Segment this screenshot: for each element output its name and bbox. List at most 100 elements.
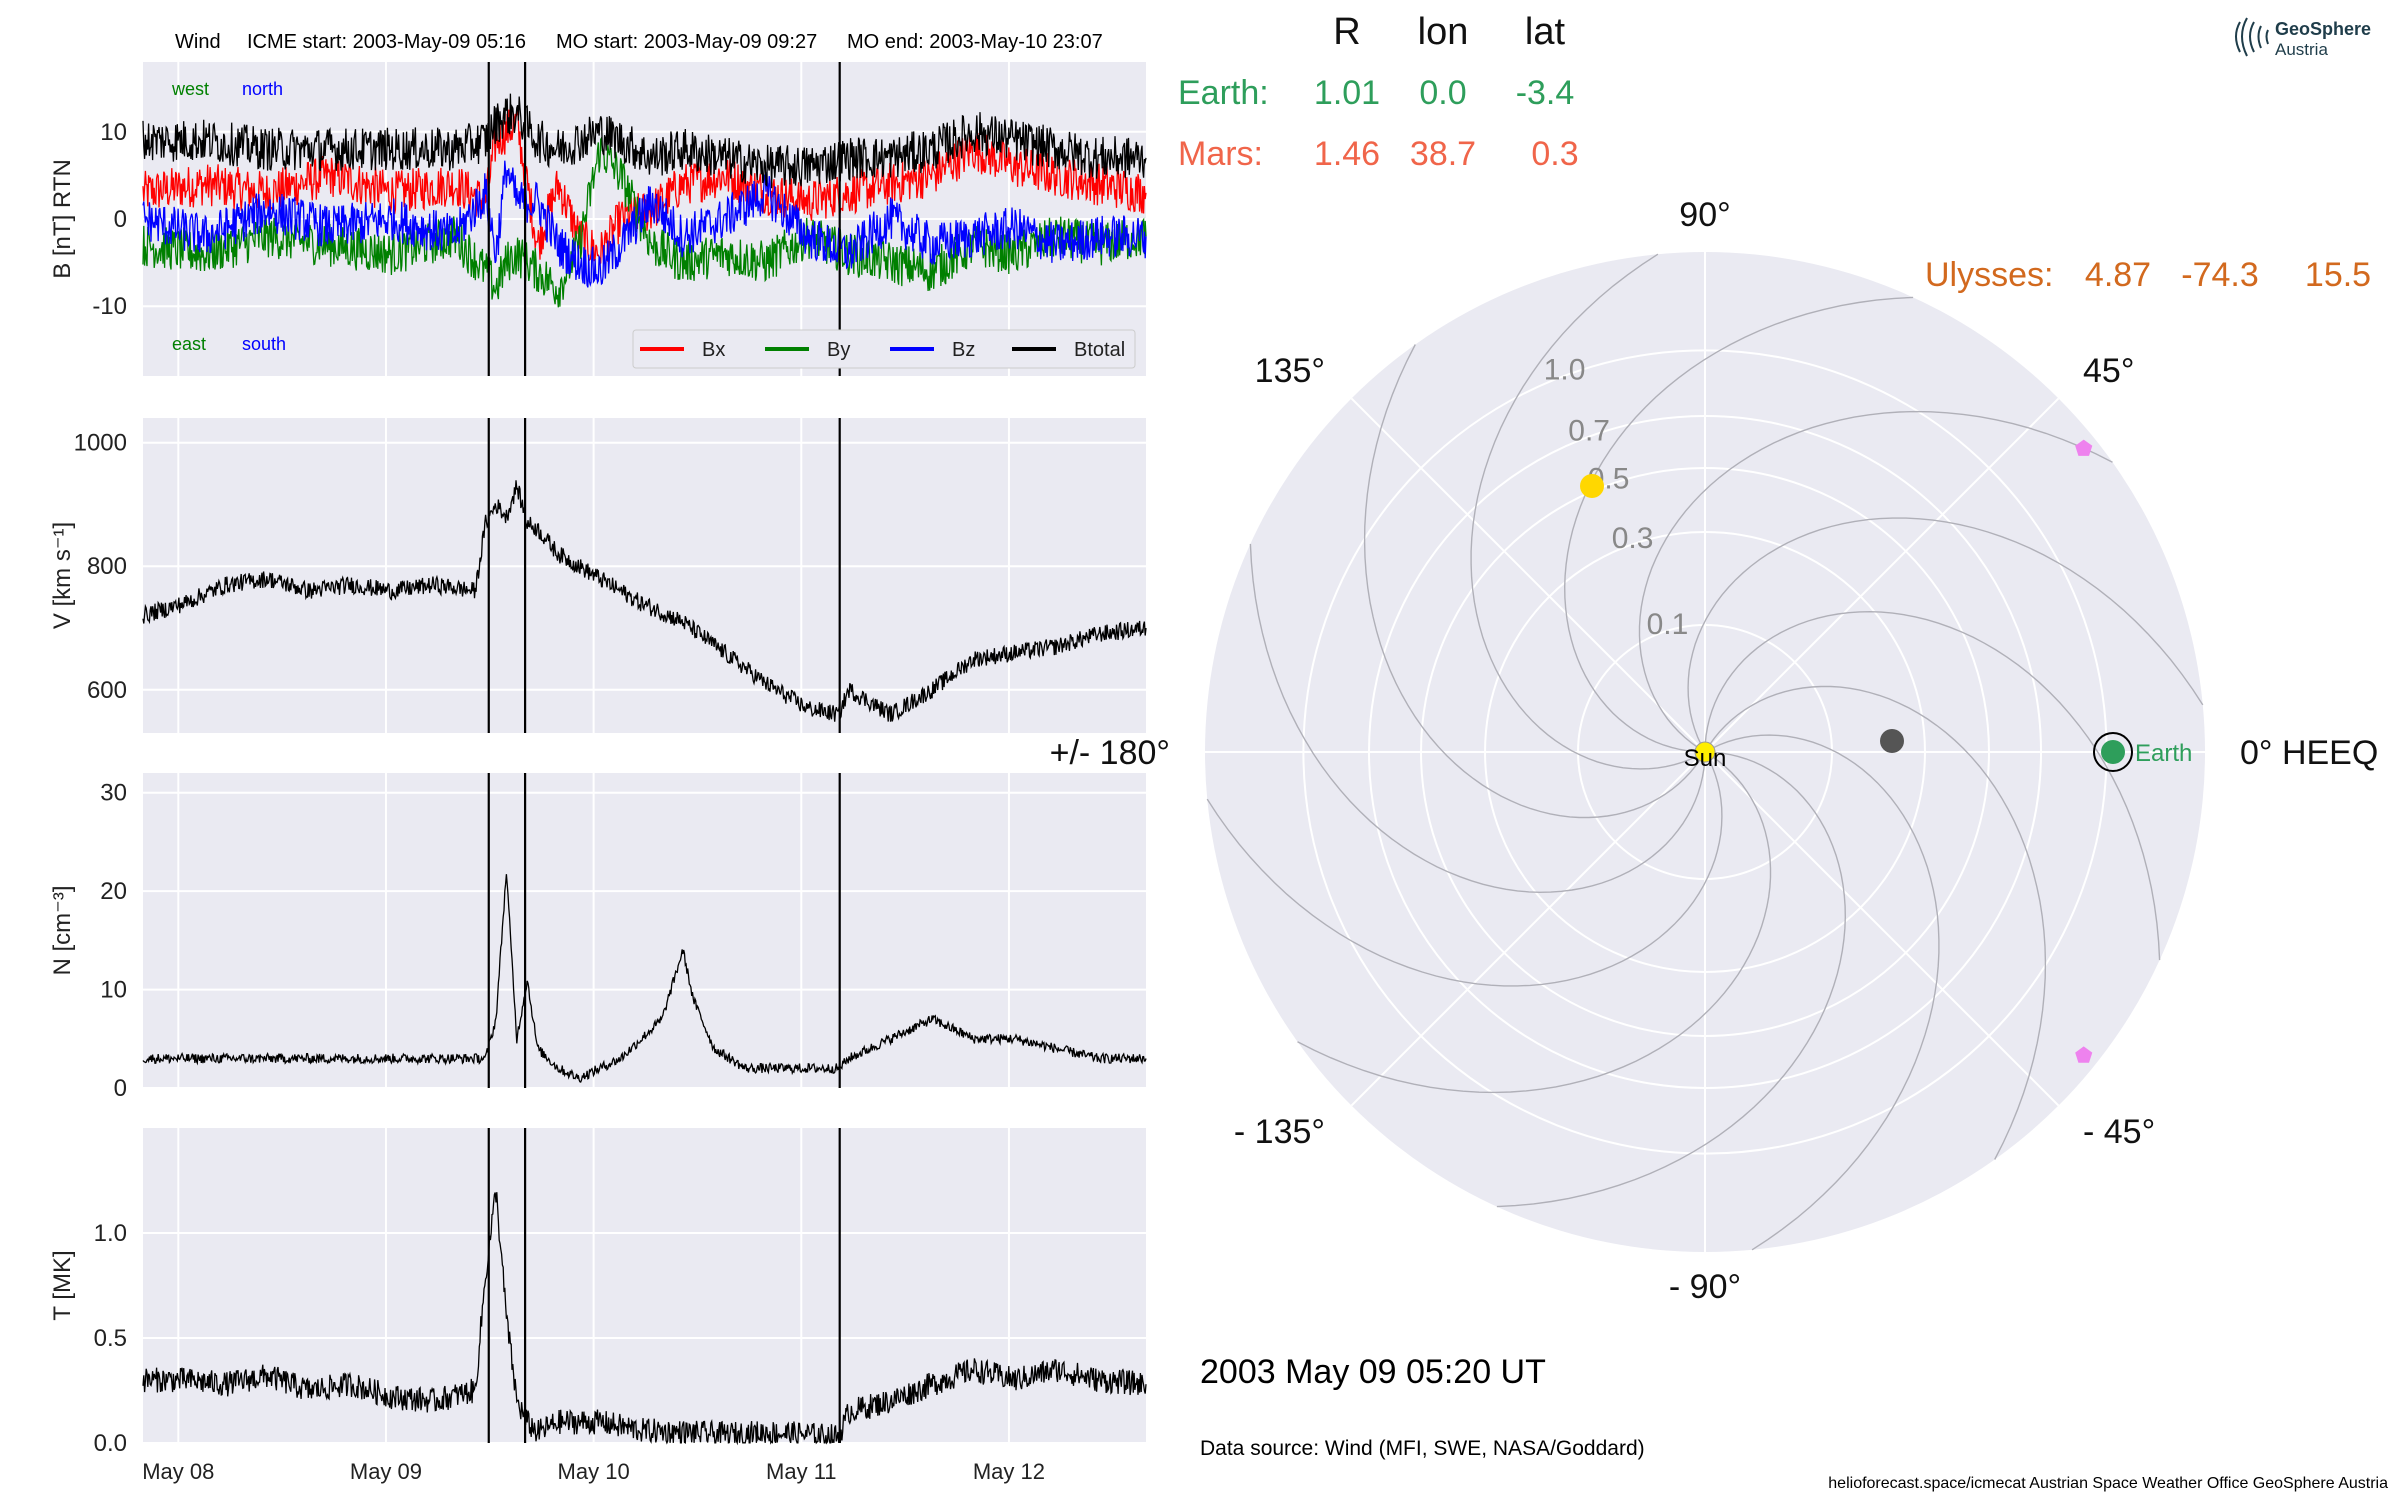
position-row-value: -3.4 bbox=[1516, 74, 1575, 112]
legend-label-Bz: Bz bbox=[952, 339, 975, 361]
y-tick-label: 20 bbox=[100, 878, 127, 905]
angle-label-am90: - 90° bbox=[1669, 1268, 1741, 1306]
legend-label-Btotal: Btotal bbox=[1074, 339, 1125, 361]
geosphere-logo: GeoSphere Austria bbox=[2235, 17, 2371, 59]
credits-label: helioforecast.space/icmecat Austrian Spa… bbox=[1828, 1475, 2388, 1492]
panel-2: 0 10 20 30 N [cm⁻³] bbox=[49, 773, 1147, 1102]
x-tick-label: May 08 bbox=[142, 1459, 214, 1484]
angle-label-a135: 135° bbox=[1255, 352, 1325, 390]
datetime-label: 2003 May 09 05:20 UT bbox=[1200, 1353, 1546, 1391]
panel-background bbox=[143, 773, 1146, 1088]
x-tick-label: May 12 bbox=[973, 1459, 1045, 1484]
parker-spiral-line bbox=[1704, 610, 2161, 961]
sun-marker bbox=[1694, 741, 1716, 763]
position-row-value: 1.01 bbox=[1314, 74, 1380, 112]
icme-start-label: ICME start: 2003-May-09 05:16 bbox=[247, 31, 526, 53]
y-tick-label: 10 bbox=[100, 119, 127, 146]
angular-gridline bbox=[1704, 751, 2060, 1107]
parker-spiral-line bbox=[1638, 410, 2113, 753]
position-row-value: 4.87 bbox=[2085, 256, 2151, 294]
angle-label-a180: +/- 180° bbox=[1050, 734, 1170, 772]
radial-tick-label: 0.7 bbox=[1568, 414, 1610, 447]
position-row-name: Earth: bbox=[1178, 74, 1269, 112]
y-tick-label: 0.0 bbox=[94, 1430, 127, 1457]
radial-tick-label: 0.3 bbox=[1612, 522, 1654, 555]
position-row-value: 0.0 bbox=[1419, 74, 1466, 112]
x-tick-label: May 10 bbox=[558, 1459, 630, 1484]
panel-0: -10 0 10 B [nT] RTN west north east south Bx By Bz… bbox=[49, 62, 1147, 376]
series-line-T bbox=[142, 1192, 1147, 1446]
position-row-value: 38.7 bbox=[1410, 135, 1476, 173]
series-line-N bbox=[142, 874, 1147, 1083]
earth-marker bbox=[2101, 740, 2125, 764]
panel-background bbox=[143, 1128, 1146, 1443]
position-row-name: Ulysses: bbox=[1925, 256, 2053, 294]
logo-swirl-icon bbox=[2235, 17, 2269, 57]
y-axis-label: T [MK] bbox=[49, 1250, 76, 1320]
y-tick-label: 30 bbox=[100, 780, 127, 807]
mo-end-label: MO end: 2003-May-10 23:07 bbox=[847, 31, 1103, 53]
mercury-marker bbox=[1880, 729, 1904, 753]
position-row-name: Mars: bbox=[1178, 135, 1263, 173]
angle-label-a90: 90° bbox=[1679, 196, 1730, 234]
venus-marker bbox=[1580, 474, 1604, 498]
y-tick-label: 600 bbox=[87, 677, 127, 704]
y-axis-label: V [km s⁻¹] bbox=[49, 522, 76, 629]
spacecraft-label: Wind bbox=[175, 31, 221, 53]
y-axis-label: B [nT] RTN bbox=[49, 159, 76, 279]
angle-label-a45: 45° bbox=[2083, 352, 2134, 390]
y-tick-label: 0 bbox=[114, 206, 127, 233]
y-axis-label: N [cm⁻³] bbox=[49, 886, 76, 976]
parker-spiral-line bbox=[1687, 517, 2204, 753]
angular-gridline bbox=[1350, 751, 1706, 1107]
y-tick-label: -10 bbox=[92, 293, 127, 320]
annotation-west: west bbox=[171, 79, 209, 99]
parker-spiral-line bbox=[1470, 253, 1706, 770]
radial-tick-label: 1.0 bbox=[1544, 354, 1586, 387]
parker-spiral-line bbox=[1206, 751, 1723, 987]
timeseries-panels: -10 0 10 B [nT] RTN west north east south Bx By Bz… bbox=[49, 62, 1147, 1484]
panel-3: 0.0 0.5 1.0 T [MK] May 08 May 09 May 10 May 11 M… bbox=[49, 1128, 1147, 1484]
y-tick-label: 10 bbox=[100, 977, 127, 1004]
position-row-value: 1.46 bbox=[1314, 135, 1380, 173]
logo-line2: Austria bbox=[2275, 40, 2328, 59]
sun-label: Sun bbox=[1684, 745, 1727, 772]
y-tick-label: 1000 bbox=[74, 430, 127, 457]
legend-box bbox=[632, 329, 1136, 369]
y-tick-label: 0 bbox=[114, 1075, 127, 1102]
annotation-south: south bbox=[242, 334, 286, 354]
series-line-V bbox=[142, 480, 1147, 722]
radial-tick-label: 0.1 bbox=[1647, 608, 1689, 641]
column-header-lat: lat bbox=[1525, 11, 1566, 53]
panel-1: 600 800 1000 V [km s⁻¹] bbox=[49, 418, 1147, 733]
angle-label-a0: 0° HEEQ bbox=[2240, 734, 2378, 772]
column-header-R: R bbox=[1333, 11, 1360, 53]
data-source-label: Data source: Wind (MFI, SWE, NASA/Goddar… bbox=[1200, 1437, 1645, 1460]
column-header-lon: lon bbox=[1418, 11, 1469, 53]
angular-gridline bbox=[1350, 397, 1706, 753]
x-tick-label: May 11 bbox=[766, 1459, 837, 1484]
position-row-value: -74.3 bbox=[2181, 256, 2259, 294]
x-tick-label: May 09 bbox=[350, 1459, 422, 1484]
y-tick-label: 800 bbox=[87, 553, 127, 580]
legend-label-By: By bbox=[827, 339, 850, 361]
series-line-Btotal bbox=[142, 93, 1147, 189]
angular-gridline bbox=[1704, 397, 2060, 753]
parker-spiral-line bbox=[1496, 751, 1847, 1208]
legend-label-Bx: Bx bbox=[702, 339, 725, 361]
earth-label: Earth bbox=[2135, 740, 2192, 767]
earth-ring bbox=[2093, 732, 2133, 772]
annotation-north: north bbox=[242, 79, 283, 99]
angle-label-am135: - 135° bbox=[1234, 1113, 1325, 1151]
parker-spiral-line bbox=[1704, 734, 1940, 1251]
parker-spiral-line bbox=[1563, 296, 1914, 753]
legend: Bx By Bz Btotal bbox=[632, 329, 1136, 369]
y-tick-label: 1.0 bbox=[94, 1220, 127, 1247]
y-tick-label: 0.5 bbox=[94, 1325, 127, 1352]
pentagon-marker-Mars bbox=[2075, 439, 2093, 456]
parker-spiral-line bbox=[1249, 543, 1706, 894]
annotation-east: east bbox=[172, 334, 206, 354]
